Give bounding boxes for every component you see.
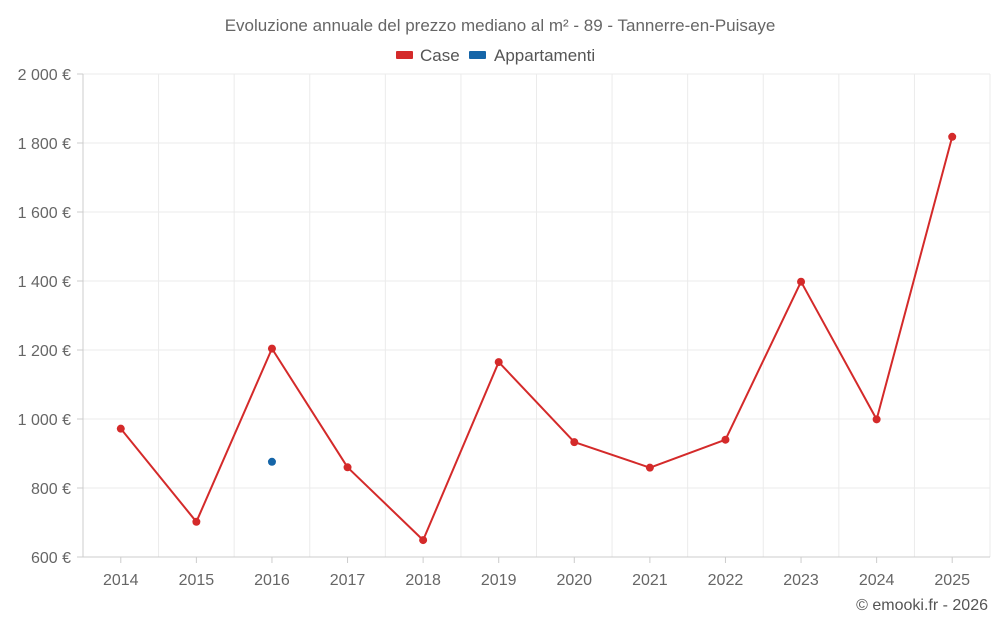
data-point-case[interactable] xyxy=(645,463,654,472)
data-point-case[interactable] xyxy=(872,415,881,424)
axis-layer xyxy=(77,73,990,563)
data-point-case[interactable] xyxy=(570,438,579,447)
data-point-case[interactable] xyxy=(797,277,806,286)
legend-label-appartamenti: Appartamenti xyxy=(494,46,595,65)
data-point-case[interactable] xyxy=(721,435,730,444)
x-tick-label: 2024 xyxy=(859,572,895,589)
x-tick-label: 2015 xyxy=(179,572,215,589)
y-tick-label: 1 000 € xyxy=(18,412,71,429)
data-point-case[interactable] xyxy=(116,424,125,433)
x-tick-label: 2018 xyxy=(405,572,441,589)
y-tick-label: 2 000 € xyxy=(18,67,71,84)
y-tick-label: 600 € xyxy=(31,550,71,567)
y-tick-label: 800 € xyxy=(31,481,71,498)
legend: Case Appartamenti xyxy=(396,46,595,65)
y-tick-label: 1 800 € xyxy=(18,136,71,153)
y-tick-labels: 600 € 800 € 1 000 € 1 200 € 1 400 € 1 600 € 1 … xyxy=(18,67,71,567)
x-tick-label: 2020 xyxy=(556,572,592,589)
credit-text: © emooki.fr - 2026 xyxy=(856,597,988,614)
x-tick-label: 2016 xyxy=(254,572,290,589)
x-tick-label: 2025 xyxy=(934,572,970,589)
legend-swatch-appartamenti xyxy=(469,51,486,59)
x-tick-label: 2019 xyxy=(481,572,517,589)
data-point-case[interactable] xyxy=(948,132,957,141)
legend-item-appartamenti[interactable]: Appartamenti xyxy=(469,46,595,65)
x-tick-label: 2022 xyxy=(708,572,744,589)
x-tick-label: 2014 xyxy=(103,572,139,589)
data-point-case[interactable] xyxy=(419,536,428,545)
data-point-case[interactable] xyxy=(192,517,201,526)
x-tick-label: 2017 xyxy=(330,572,366,589)
chart-title: Evoluzione annuale del prezzo mediano al… xyxy=(225,16,776,35)
legend-swatch-case xyxy=(396,51,413,59)
data-point-case[interactable] xyxy=(267,344,276,353)
data-point-case[interactable] xyxy=(343,463,352,472)
y-tick-label: 1 400 € xyxy=(18,274,71,291)
data-point-appartamenti[interactable] xyxy=(267,457,276,466)
series-line-case xyxy=(120,136,954,542)
y-tick-label: 1 600 € xyxy=(18,205,71,222)
grid-layer xyxy=(82,73,991,557)
x-tick-label: 2023 xyxy=(783,572,819,589)
legend-item-case[interactable]: Case xyxy=(396,46,460,65)
y-tick-label: 1 200 € xyxy=(18,343,71,360)
series-layer xyxy=(116,132,957,545)
x-tick-label: 2021 xyxy=(632,572,668,589)
legend-label-case: Case xyxy=(420,46,460,65)
x-tick-labels: 2014 2015 2016 2017 2018 2019 2020 2021 2022 2023… xyxy=(103,572,970,589)
data-point-case[interactable] xyxy=(494,358,503,367)
